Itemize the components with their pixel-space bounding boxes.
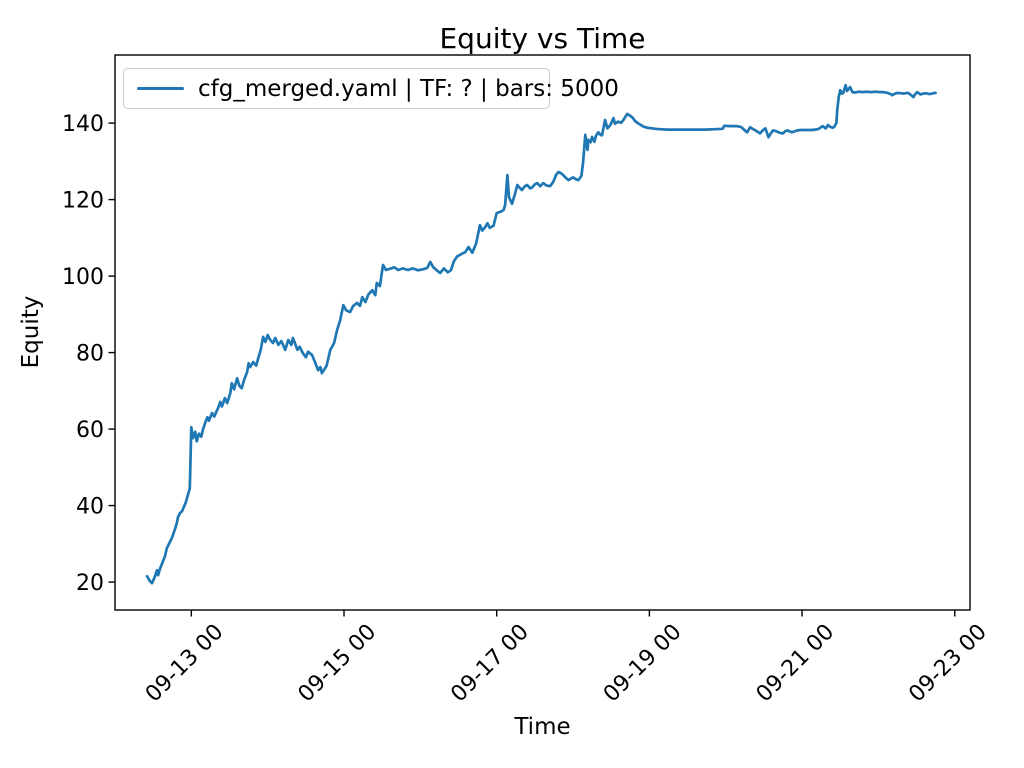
x-tick-label: 09-17 00 — [446, 620, 534, 708]
equity-line-series — [145, 83, 937, 585]
y-tick-label: 40 — [76, 495, 104, 520]
y-tick-label: 20 — [76, 571, 104, 596]
y-axis-ticks — [108, 122, 115, 583]
y-tick-label: 140 — [62, 112, 104, 137]
x-axis-label: Time — [514, 714, 571, 740]
plot-border — [114, 54, 971, 611]
x-tick-label: 09-15 00 — [294, 620, 382, 708]
chart-title: Equity vs Time — [439, 22, 646, 55]
legend-line-sample — [137, 86, 184, 91]
y-tick-label: 60 — [76, 418, 104, 443]
x-tick-label: 09-19 00 — [599, 620, 687, 708]
x-axis-ticks — [190, 610, 956, 617]
x-axis-tick-labels: 09-13 00 09-15 00 09-17 00 09-19 00 09-21 00… — [141, 620, 992, 708]
y-tick-label: 80 — [76, 342, 104, 367]
y-axis-tick-labels: 20 40 60 80 100 120 140 — [62, 112, 104, 596]
y-tick-label: 120 — [62, 189, 104, 214]
y-tick-label: 100 — [62, 265, 104, 290]
x-tick-label: 09-13 00 — [141, 620, 229, 708]
x-tick-label: 09-21 00 — [752, 620, 840, 708]
x-tick-label: 09-23 00 — [904, 620, 992, 708]
legend: cfg_merged.yaml | TF: ? | bars: 5000 — [123, 68, 619, 109]
legend-label: cfg_merged.yaml | TF: ? | bars: 5000 — [198, 75, 619, 102]
y-axis-label: Equity — [18, 295, 44, 369]
